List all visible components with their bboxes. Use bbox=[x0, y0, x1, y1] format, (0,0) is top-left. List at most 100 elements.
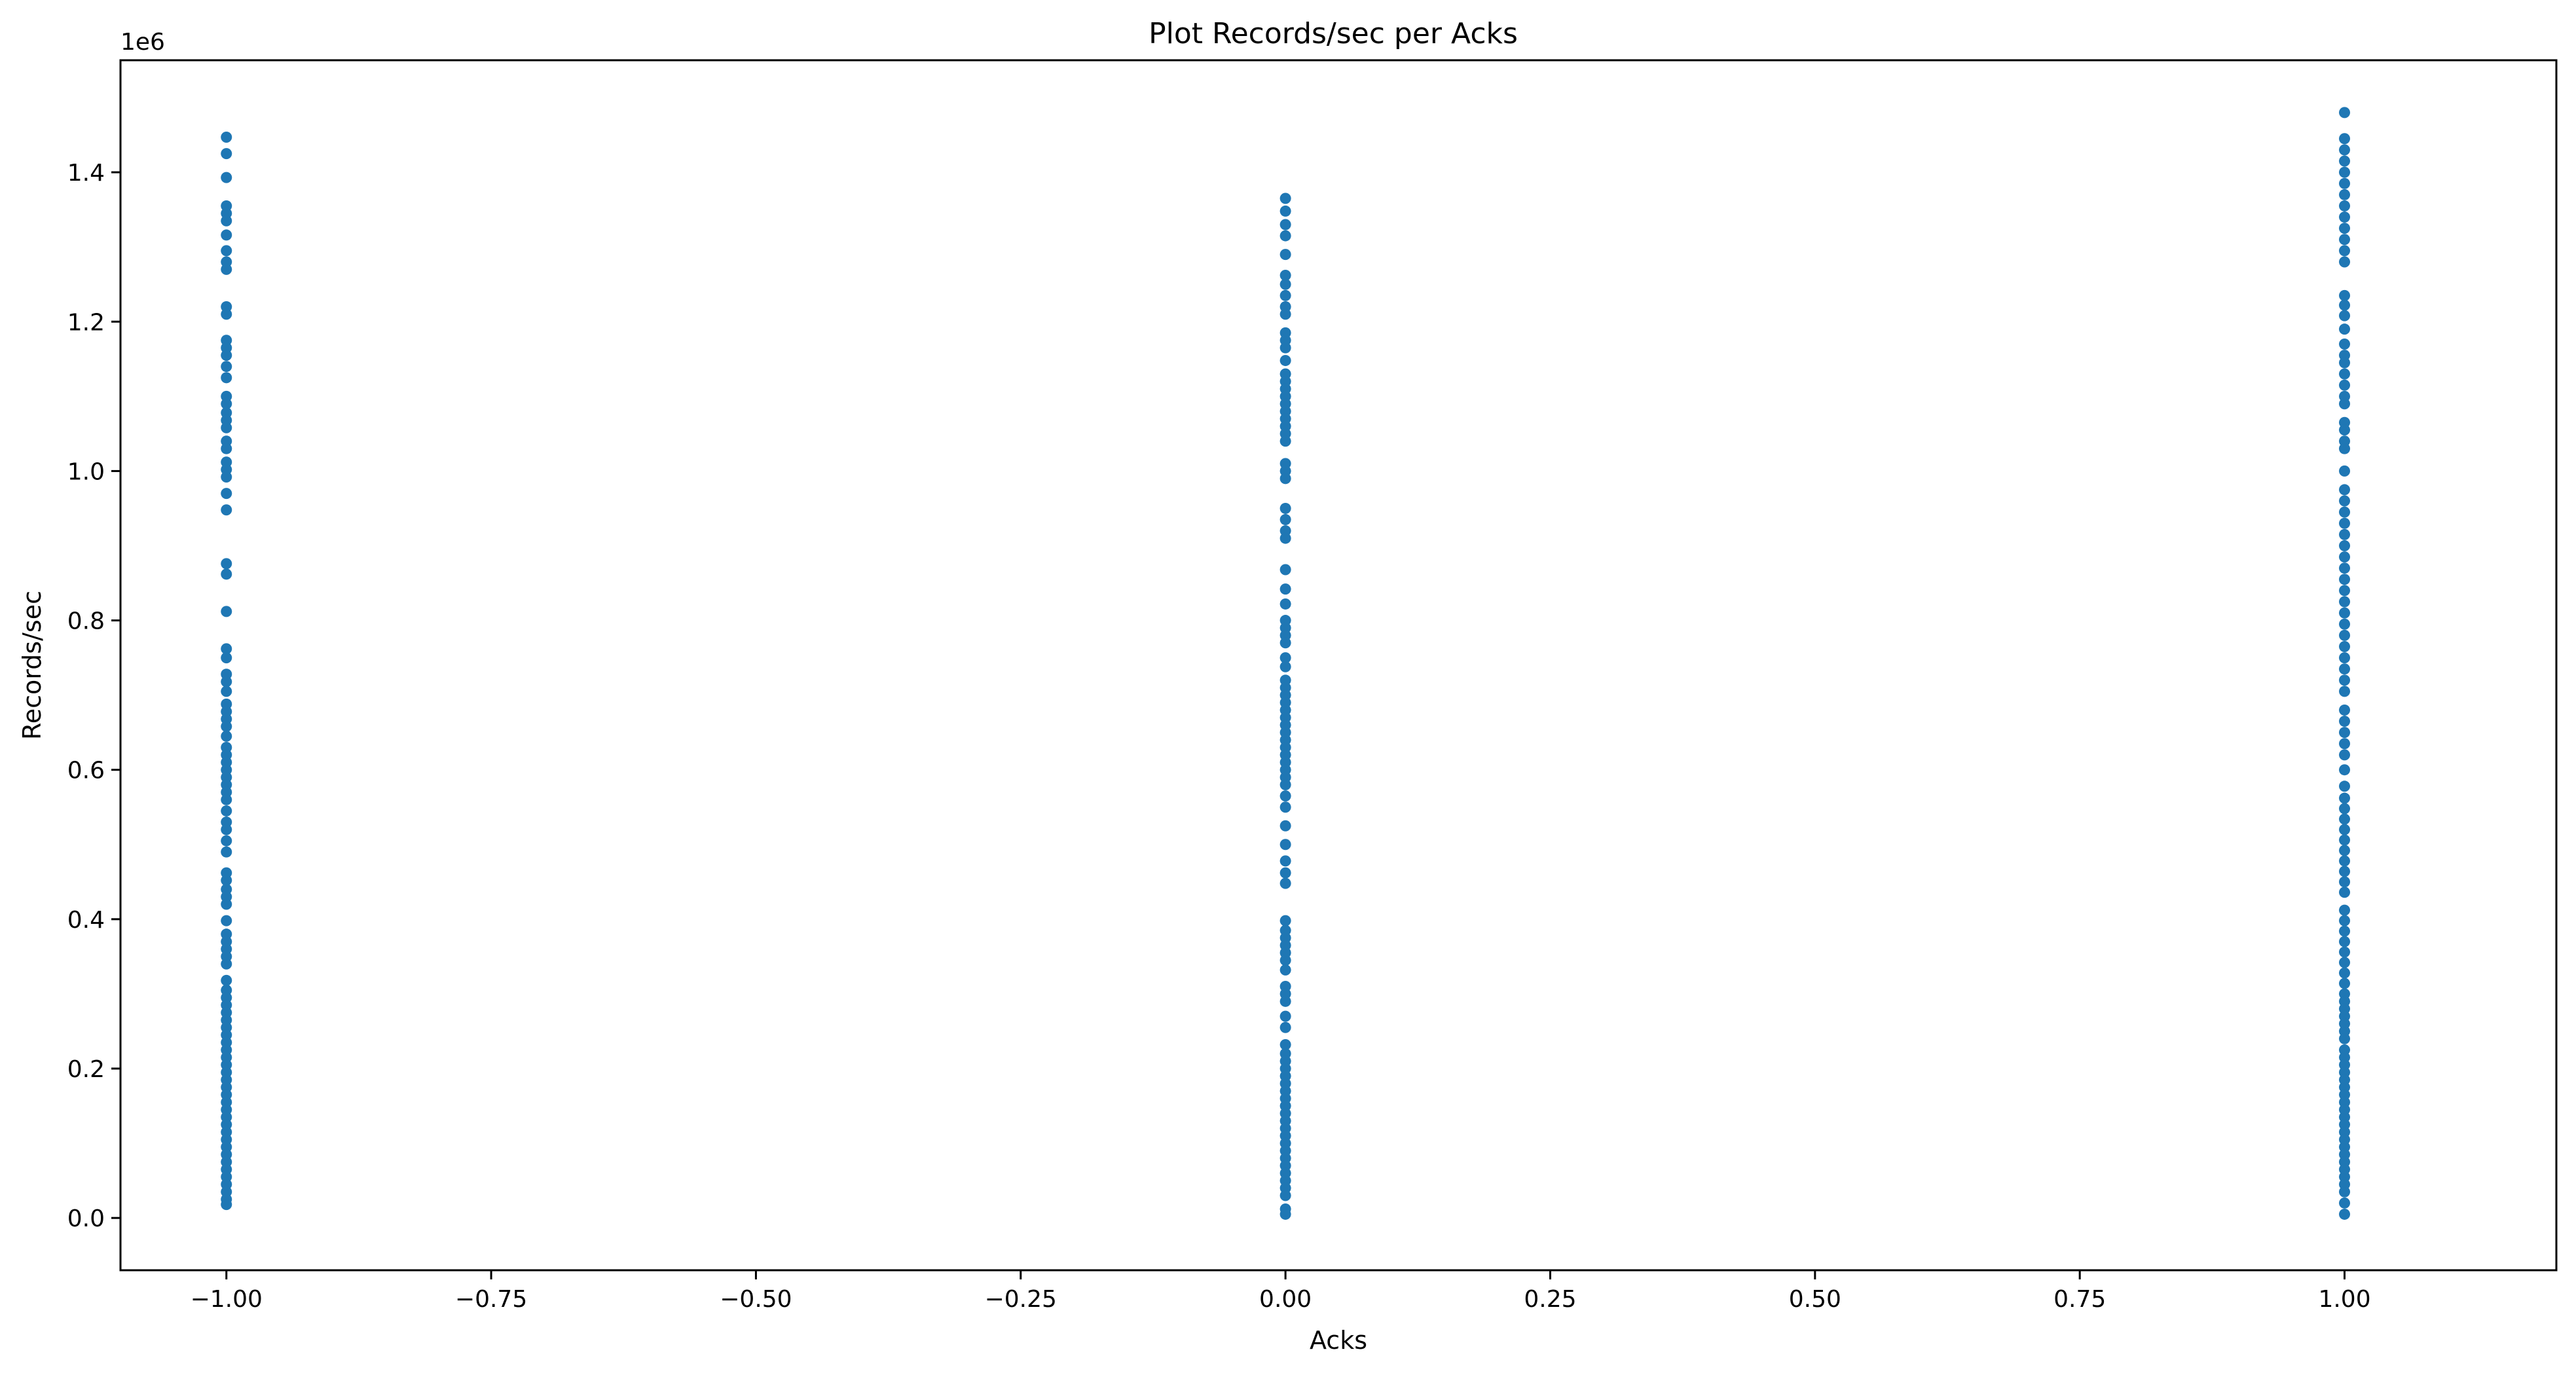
data-point bbox=[221, 372, 232, 384]
data-point bbox=[2339, 876, 2351, 888]
x-tick-label: 0.75 bbox=[2053, 1286, 2106, 1313]
data-point bbox=[2339, 506, 2351, 518]
data-point bbox=[1279, 230, 1291, 242]
data-point bbox=[2339, 640, 2351, 652]
data-point bbox=[2339, 107, 2351, 119]
data-point bbox=[1279, 955, 1291, 966]
data-point bbox=[2339, 256, 2351, 268]
data-point bbox=[221, 422, 232, 433]
data-point bbox=[1279, 514, 1291, 526]
data-point bbox=[221, 488, 232, 500]
y-tick-label: 0.2 bbox=[67, 1056, 105, 1083]
x-axis-label: Acks bbox=[1310, 1326, 1367, 1355]
data-point bbox=[221, 730, 232, 742]
data-point bbox=[2339, 144, 2351, 156]
data-point bbox=[1279, 637, 1291, 649]
data-point bbox=[221, 686, 232, 697]
data-point bbox=[1279, 964, 1291, 976]
data-point bbox=[2339, 904, 2351, 916]
data-point bbox=[1279, 435, 1291, 447]
data-point bbox=[2339, 495, 2351, 507]
x-tick-label: 0.00 bbox=[1259, 1286, 1312, 1313]
y-tick-label: 1.4 bbox=[67, 160, 105, 187]
data-point bbox=[2339, 596, 2351, 608]
data-point bbox=[221, 558, 232, 570]
data-point bbox=[1279, 289, 1291, 301]
data-point bbox=[221, 898, 232, 910]
data-point bbox=[2339, 618, 2351, 630]
data-point bbox=[2339, 834, 2351, 846]
data-point bbox=[2339, 155, 2351, 167]
data-point bbox=[2339, 780, 2351, 792]
data-point bbox=[2339, 978, 2351, 989]
data-point bbox=[2339, 200, 2351, 211]
data-point bbox=[2339, 574, 2351, 585]
x-tick-label: −1.00 bbox=[191, 1286, 263, 1313]
data-point bbox=[2339, 727, 2351, 739]
data-point bbox=[1279, 779, 1291, 791]
data-point bbox=[2339, 540, 2351, 551]
data-point bbox=[221, 443, 232, 454]
data-point bbox=[1279, 278, 1291, 290]
data-point bbox=[221, 568, 232, 580]
data-point bbox=[1279, 532, 1291, 544]
data-point bbox=[1279, 855, 1291, 867]
data-point bbox=[1279, 355, 1291, 367]
data-point bbox=[2339, 211, 2351, 223]
data-point bbox=[221, 504, 232, 516]
data-point bbox=[2339, 1208, 2351, 1220]
data-point bbox=[1279, 342, 1291, 354]
data-point bbox=[221, 263, 232, 275]
data-point bbox=[221, 974, 232, 986]
data-point bbox=[2339, 663, 2351, 675]
data-point bbox=[2339, 957, 2351, 968]
data-point bbox=[1279, 915, 1291, 926]
data-point bbox=[221, 824, 232, 835]
data-point bbox=[2339, 368, 2351, 380]
data-point bbox=[2339, 855, 2351, 867]
data-point bbox=[1279, 1010, 1291, 1022]
data-point bbox=[2339, 1033, 2351, 1044]
data-point bbox=[1279, 1208, 1291, 1220]
data-point bbox=[2339, 338, 2351, 350]
data-point bbox=[1279, 820, 1291, 832]
data-point bbox=[2339, 946, 2351, 958]
y-axis-offset-label: 1e6 bbox=[120, 29, 165, 56]
data-point bbox=[2339, 652, 2351, 664]
plot-frame bbox=[119, 59, 2558, 1272]
data-point bbox=[1279, 1190, 1291, 1201]
data-point bbox=[2339, 803, 2351, 815]
data-point bbox=[2339, 289, 2351, 301]
data-point bbox=[2339, 738, 2351, 750]
data-point bbox=[2339, 133, 2351, 145]
data-point bbox=[2339, 824, 2351, 835]
data-point bbox=[2339, 484, 2351, 496]
x-tick-label: 0.50 bbox=[1789, 1286, 1841, 1313]
data-point bbox=[2339, 1197, 2351, 1209]
y-tick-label: 0.8 bbox=[67, 608, 105, 635]
data-point bbox=[1279, 839, 1291, 851]
data-point bbox=[2339, 845, 2351, 856]
data-point bbox=[221, 361, 232, 373]
data-point bbox=[1279, 270, 1291, 282]
data-point bbox=[1279, 308, 1291, 320]
data-point bbox=[221, 794, 232, 805]
data-point bbox=[221, 643, 232, 655]
data-point bbox=[2339, 465, 2351, 477]
data-point bbox=[221, 721, 232, 733]
data-point bbox=[221, 172, 232, 183]
data-point bbox=[2339, 813, 2351, 825]
data-point bbox=[1279, 877, 1291, 889]
data-point bbox=[2339, 424, 2351, 436]
data-point bbox=[1279, 249, 1291, 261]
data-point bbox=[2339, 887, 2351, 898]
data-point bbox=[2339, 607, 2351, 619]
data-point bbox=[2339, 792, 2351, 804]
x-axis-ticks: −1.00 −0.75 −0.50 −0.25 0.00 0.25 0.50 0.75 1.00 bbox=[191, 1270, 2371, 1313]
data-point bbox=[221, 308, 232, 320]
data-point bbox=[2339, 443, 2351, 454]
data-point bbox=[1279, 473, 1291, 485]
data-point bbox=[2339, 866, 2351, 877]
data-point bbox=[2339, 234, 2351, 246]
data-point bbox=[1279, 1021, 1291, 1033]
